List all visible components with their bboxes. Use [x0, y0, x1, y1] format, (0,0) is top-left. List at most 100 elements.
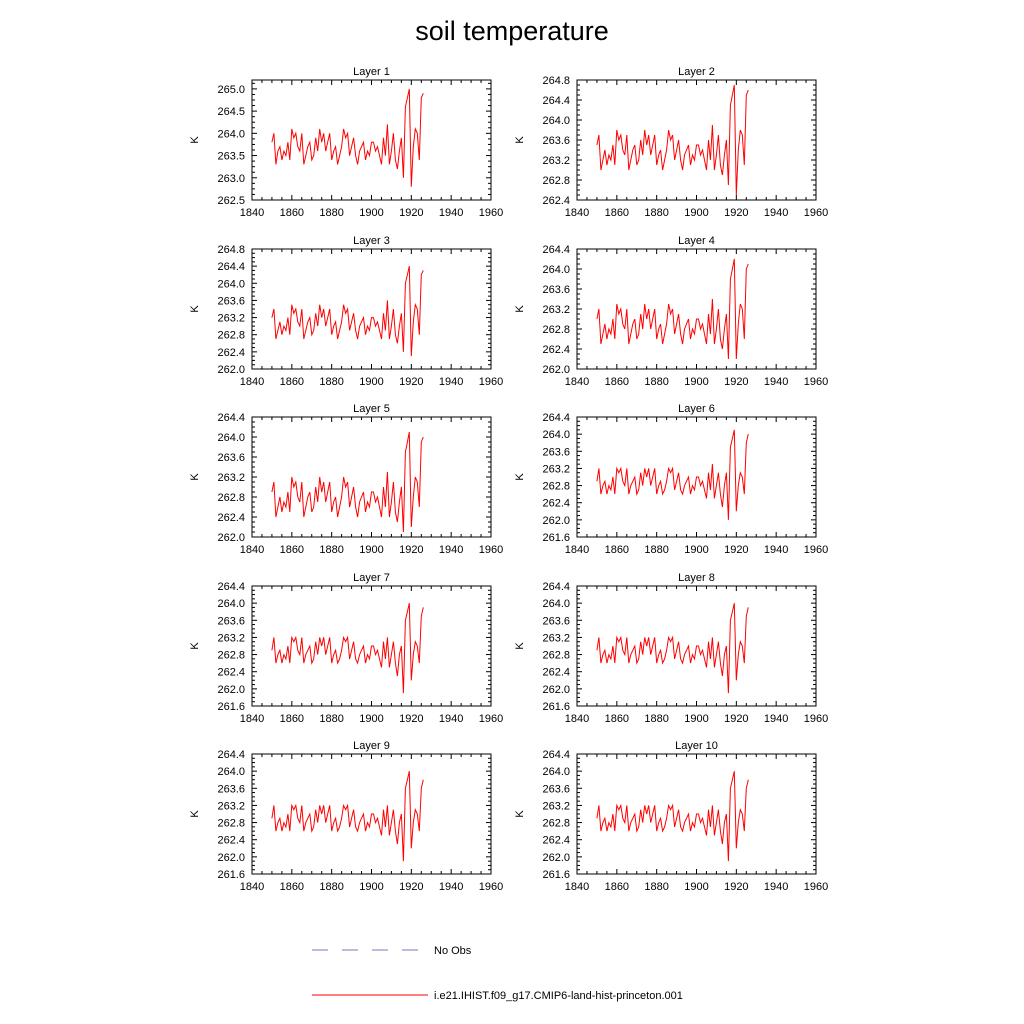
layer-10-xtick-label: 1840: [565, 881, 589, 893]
layer-6-panel: Layer 6 K 1840 1860 1880 1900 1920 1940 1960 261.…: [514, 403, 828, 556]
layer-4-xtick-label: 1920: [724, 376, 748, 388]
layer-8-ytick-label: 264.4: [542, 581, 570, 593]
layer-10-ytick-label: 263.6: [542, 783, 570, 795]
layer-3-xtick-label: 1960: [479, 376, 503, 388]
layer-7-ytick-label: 264.0: [217, 598, 245, 610]
layer-10-ytick-label: 262.0: [542, 852, 570, 864]
layer-9-ytick-label: 264.0: [217, 766, 245, 778]
layer-3-frame: [251, 248, 492, 370]
layer-3-panel: Layer 3 K 1840 1860 1880 1900 1920 1940 1960 262.…: [189, 235, 503, 388]
layer-5-xtick-label: 1960: [479, 544, 503, 556]
layer-7-xtick-label: 1920: [399, 713, 423, 725]
layer-2-ytick-label: 264.4: [542, 95, 570, 107]
layer-2-ytick-label: 263.6: [542, 135, 570, 147]
layer-6-ytick-label: 263.6: [542, 446, 570, 458]
layer-9-xtick-label: 1920: [399, 881, 423, 893]
layer-9-panel: Layer 9 K 1840 1860 1880 1900 1920 1940 1960 261.…: [189, 740, 503, 893]
layer-7-ytick-label: 262.0: [217, 684, 245, 696]
layer-7-xtick-label: 1960: [479, 713, 503, 725]
layer-4-ytick-label: 262.4: [542, 344, 570, 356]
layer-5-series-line: [271, 431, 424, 533]
layer-3-ytick-label: 262.4: [217, 347, 245, 359]
layer-1-ytick-label: 262.5: [217, 195, 245, 207]
layer-8-ytick-label: 263.6: [542, 615, 570, 627]
layer-2-xtick-label: 1860: [605, 207, 629, 219]
layer-1-series-line: [271, 88, 424, 187]
layer-9-xtick-label: 1880: [319, 881, 343, 893]
layer-10-xtick-label: 1920: [724, 881, 748, 893]
layer-3-xtick-label: 1900: [359, 376, 383, 388]
layer-2-xtick-label: 1840: [565, 207, 589, 219]
layer-6-xtick-label: 1960: [804, 544, 828, 556]
layer-1-xtick-label: 1880: [319, 207, 343, 219]
layer-9-ytick-label: 262.0: [217, 852, 245, 864]
layer-1-panel: Layer 1 K 1840 1860 1880 1900 1920 1940 1960 262.…: [189, 66, 503, 219]
layer-7-ytick-label: 263.6: [217, 615, 245, 627]
layer-8-title: Layer 8: [678, 572, 715, 584]
layer-10-ytick-label: 262.4: [542, 835, 570, 847]
layer-4-ytick-label: 264.4: [542, 244, 570, 256]
layer-2-xtick-label: 1880: [644, 207, 668, 219]
layer-8-ylabel: K: [514, 642, 526, 650]
layer-3-ylabel: K: [189, 305, 201, 313]
layer-5-xtick-label: 1940: [439, 544, 463, 556]
layer-1-ytick-label: 265.0: [217, 84, 245, 96]
layer-6-ylabel: K: [514, 473, 526, 481]
layer-4-ytick-label: 263.6: [542, 284, 570, 296]
layer-9-ylabel: K: [189, 810, 201, 818]
layer-6-ytick-label: 262.4: [542, 498, 570, 510]
layer-10-xtick-label: 1940: [764, 881, 788, 893]
layer-10-ytick-label: 264.0: [542, 766, 570, 778]
layer-2-ytick-label: 262.4: [542, 195, 570, 207]
layer-8-ytick-label: 262.4: [542, 667, 570, 679]
layer-5-title: Layer 5: [353, 403, 390, 415]
figure-title: soil temperature: [415, 16, 609, 46]
layer-1-frame: [251, 79, 492, 201]
layer-8-panel: Layer 8 K 1840 1860 1880 1900 1920 1940 1960 261.…: [514, 572, 828, 725]
layer-8-ytick-label: 261.6: [542, 701, 570, 713]
layer-6-title: Layer 6: [678, 403, 715, 415]
layer-7-ylabel: K: [189, 642, 201, 650]
layer-5-ytick-label: 263.6: [217, 452, 245, 464]
layer-7-ytick-label: 264.4: [217, 581, 245, 593]
layer-3-xtick-label: 1880: [319, 376, 343, 388]
layer-3-ytick-label: 263.6: [217, 295, 245, 307]
layer-5-ytick-label: 262.4: [217, 512, 245, 524]
layer-7-series-line: [271, 602, 424, 694]
layer-1-ytick-label: 263.5: [217, 151, 245, 163]
layer-6-ytick-label: 262.0: [542, 515, 570, 527]
layer-9-ytick-label: 262.8: [217, 818, 245, 830]
layer-5-ylabel: K: [189, 473, 201, 481]
layer-5-ytick-label: 262.0: [217, 532, 245, 544]
layer-4-ytick-label: 262.8: [542, 324, 570, 336]
layer-2-series-line: [596, 84, 749, 196]
layer-7-title: Layer 7: [353, 572, 390, 584]
layer-9-ytick-label: 261.6: [217, 869, 245, 881]
layer-7-ytick-label: 263.2: [217, 632, 245, 644]
layer-5-panel: Layer 5 K 1840 1860 1880 1900 1920 1940 1960 262.…: [189, 403, 503, 556]
layer-8-xtick-label: 1920: [724, 713, 748, 725]
layer-1-xtick-label: 1940: [439, 207, 463, 219]
layer-10-ytick-label: 263.2: [542, 800, 570, 812]
layer-7-ytick-label: 262.4: [217, 667, 245, 679]
layer-10-xtick-label: 1900: [684, 881, 708, 893]
layer-9-xtick-label: 1840: [240, 881, 264, 893]
legend-no-obs-label: No Obs: [434, 945, 472, 957]
layer-4-ylabel: K: [514, 305, 526, 313]
layer-3-series-line: [271, 265, 424, 357]
layer-2-panel: Layer 2 K 1840 1860 1880 1900 1920 1940 1960 262.…: [514, 66, 828, 219]
layer-2-xtick-label: 1900: [684, 207, 708, 219]
layer-8-xtick-label: 1960: [804, 713, 828, 725]
layer-8-xtick-label: 1900: [684, 713, 708, 725]
layer-8-xtick-label: 1880: [644, 713, 668, 725]
layer-8-xtick-label: 1840: [565, 713, 589, 725]
layer-8-ytick-label: 264.0: [542, 598, 570, 610]
layer-10-ytick-label: 262.8: [542, 818, 570, 830]
layer-9-ytick-label: 262.4: [217, 835, 245, 847]
layer-4-xtick-label: 1880: [644, 376, 668, 388]
layer-7-xtick-label: 1860: [280, 713, 304, 725]
layer-3-ytick-label: 262.8: [217, 330, 245, 342]
layer-7-xtick-label: 1840: [240, 713, 264, 725]
layer-7-xtick-label: 1900: [359, 713, 383, 725]
